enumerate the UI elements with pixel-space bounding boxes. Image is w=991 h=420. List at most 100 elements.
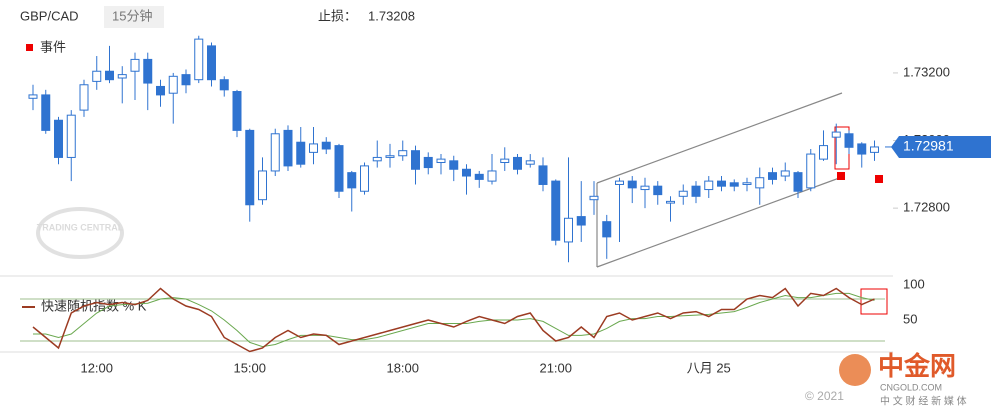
event-legend-marker [26, 44, 33, 51]
stop-loss-label: 止损： [318, 8, 357, 23]
candle-body [615, 180, 624, 185]
x-tick-label: 18:00 [386, 360, 419, 375]
candle-body [449, 160, 459, 170]
candle-body [742, 182, 752, 185]
brand: 中金网 [878, 351, 956, 381]
event-legend: 事件 [40, 39, 66, 54]
brand-watermark: 中金网 CNGOLD.COM 中 文 财 经 新 媒 体 © 2021 [805, 351, 967, 408]
candle-body [602, 221, 612, 238]
candle-body [462, 168, 471, 177]
candle-body [436, 158, 446, 164]
candle-body [653, 185, 663, 196]
candle-body [232, 91, 242, 131]
candle-body [270, 133, 280, 172]
legend-label: 快速随机指数 % K [41, 298, 147, 313]
candle-body [117, 74, 127, 79]
candle-body [755, 177, 765, 189]
candle-body [627, 180, 637, 189]
candle-body [538, 165, 548, 185]
candle-body [423, 156, 433, 169]
copyright: © 2021 [805, 389, 844, 403]
candle-body [806, 153, 816, 189]
candle-body [258, 170, 267, 201]
candle-body [41, 94, 51, 131]
candle-body [411, 150, 420, 170]
candle-body [385, 155, 395, 158]
candle-body [551, 180, 561, 241]
candle-body [589, 195, 599, 201]
candle-body [640, 185, 650, 191]
brand-slogan: 中 文 财 经 新 媒 体 [880, 395, 967, 408]
candle-body [780, 170, 790, 177]
x-tick-label: 15:00 [233, 360, 266, 375]
candle-body [513, 156, 522, 170]
candle-body [870, 146, 879, 153]
y-tick-label: 1.72800 [903, 200, 950, 215]
candle-body [372, 156, 382, 162]
candle-body [857, 143, 867, 155]
candle-body [66, 114, 76, 158]
candle-body [156, 85, 165, 96]
candle-body [130, 58, 140, 72]
candle-body [321, 141, 331, 150]
interval-badge [104, 6, 164, 28]
candle-body [347, 172, 357, 189]
candle-body [691, 185, 701, 197]
candle-body [296, 141, 306, 165]
candle-body [717, 180, 726, 187]
candle-body [79, 84, 89, 111]
candle-body [168, 75, 178, 94]
channel [596, 92, 843, 268]
candle-body [831, 131, 841, 138]
candle-body [207, 45, 216, 81]
candle-body [143, 58, 153, 84]
candle-body [54, 119, 63, 158]
symbol: GBP/CAD [20, 8, 79, 23]
candle-body [360, 165, 369, 192]
candle-body [283, 129, 293, 167]
candle-body [105, 70, 114, 81]
event-marker [837, 172, 845, 180]
watermark-text: TRADING CENTRAL [37, 222, 124, 232]
candle-body [729, 182, 739, 187]
brand-site: CNGOLD.COM [880, 382, 942, 392]
last-price-label: 1.72981 [903, 138, 954, 154]
watermark-logo: TRADING CENTRAL [36, 207, 124, 259]
highlight-box [860, 288, 888, 315]
candle-body [487, 170, 497, 182]
event-marker [875, 175, 883, 183]
candle-body [219, 79, 229, 91]
last-price-flag [891, 135, 991, 158]
candle-body [678, 190, 688, 197]
y-tick-label: 50 [903, 311, 917, 326]
candle-body [793, 172, 803, 192]
candle-body [28, 94, 38, 99]
candle-body [309, 143, 318, 153]
y-tick-label: 100 [903, 276, 925, 291]
candle-body [500, 158, 510, 164]
candle-body [334, 145, 344, 192]
candle-body [564, 217, 573, 243]
candle-body [525, 160, 535, 165]
candle-body [704, 180, 714, 191]
candle-body [92, 70, 102, 82]
x-tick-label: 21:00 [539, 360, 572, 375]
candle-body [398, 150, 408, 157]
series-line [33, 292, 875, 348]
candle-body [576, 216, 586, 226]
candle-body [666, 200, 675, 204]
candle-body [474, 173, 484, 180]
candle-body [194, 38, 204, 81]
series-line [32, 287, 875, 353]
candle-body [844, 133, 854, 148]
candle-body [768, 172, 777, 180]
stop-loss: 1.73208 [368, 8, 415, 23]
x-tick-label: 八月 25 [687, 360, 731, 375]
interval: 15分钟 [112, 8, 152, 23]
candle-body [819, 145, 828, 160]
y-tick-label: 1.73200 [903, 64, 950, 79]
candle-body [245, 129, 255, 206]
x-tick-label: 12:00 [80, 360, 113, 375]
candle-body [181, 74, 191, 86]
